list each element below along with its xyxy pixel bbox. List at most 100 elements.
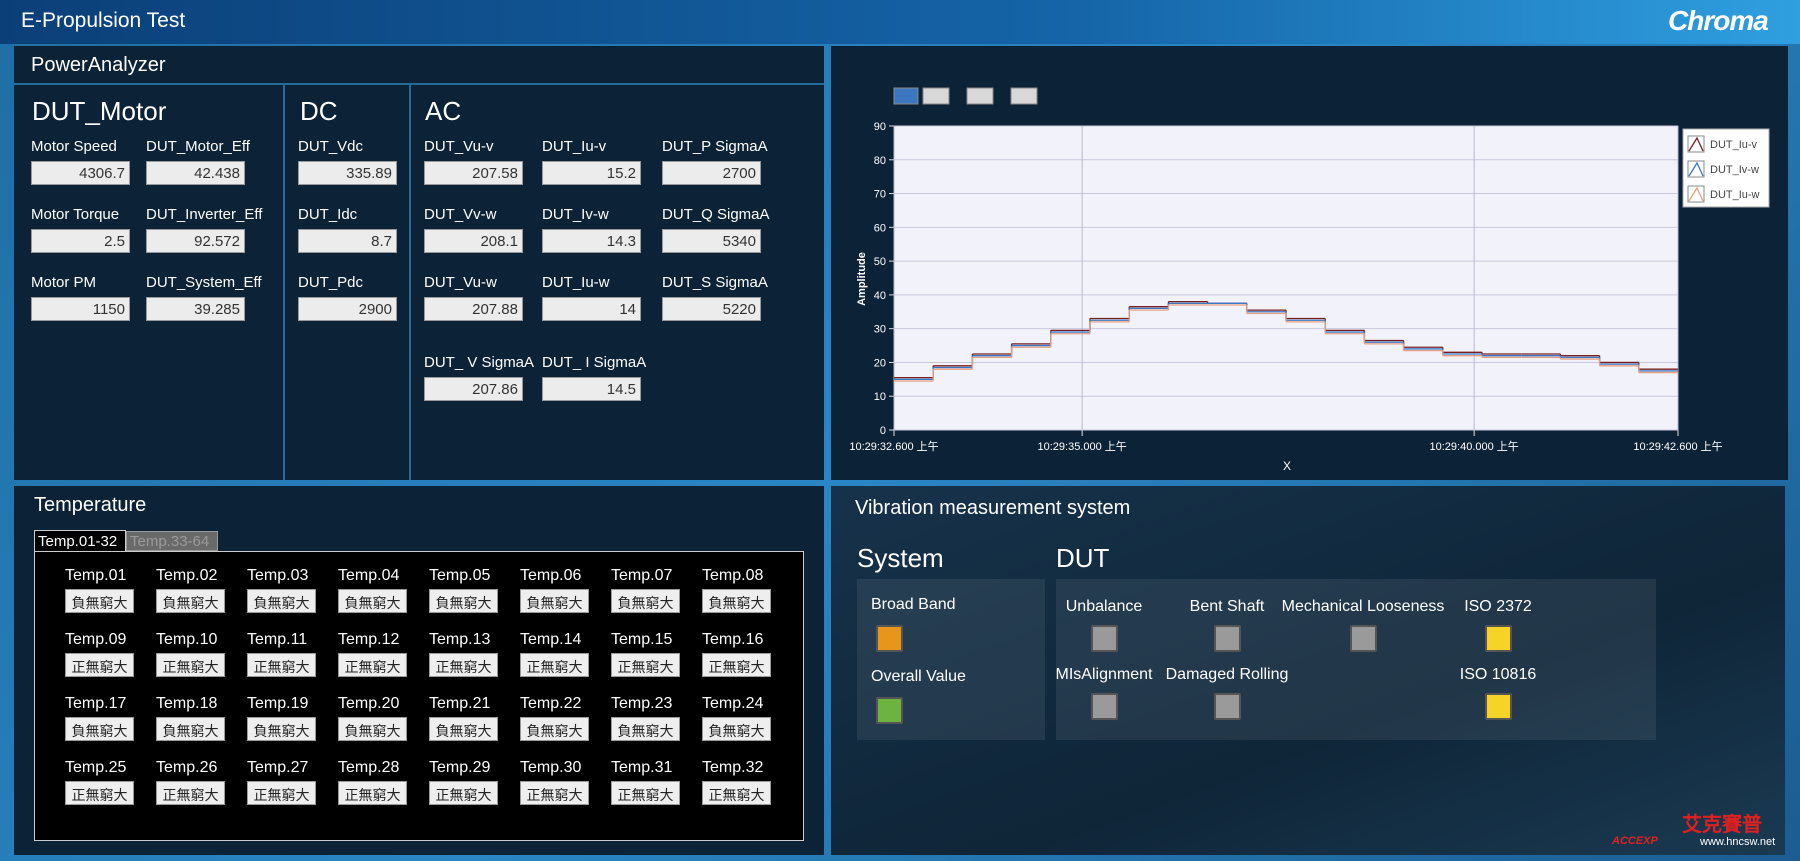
status-light: [876, 697, 903, 724]
field-label: DUT_Vv-w: [424, 206, 497, 223]
sensor-value: 負無窮大: [156, 589, 225, 613]
sensor-value: 負無窮大: [429, 717, 498, 741]
sensor-label: Temp.32: [702, 759, 764, 776]
legend-label: DUT_Iu-v: [1710, 139, 1758, 151]
sensor-label: Temp.21: [429, 695, 491, 712]
sensor-value: 負無窮大: [702, 717, 771, 741]
x-axis-title: X: [1283, 459, 1291, 473]
field-value: 14.3: [542, 229, 641, 253]
tab[interactable]: Temp.33-64: [126, 531, 218, 551]
watermark-brand: ACCEXP: [1612, 835, 1658, 847]
y-tick-label: 50: [874, 256, 886, 268]
toolbar-button[interactable]: [1010, 87, 1038, 105]
field-label: Motor Speed: [31, 138, 117, 155]
field-label: DUT_S SigmaA: [662, 274, 768, 291]
sensor-label: Temp.29: [429, 759, 491, 776]
x-tick-label: 10:29:42.600 上午: [1633, 440, 1722, 453]
y-tick-label: 0: [880, 425, 886, 437]
sensor-value: 負無窮大: [611, 717, 680, 741]
sensor-label: Temp.11: [247, 631, 308, 648]
status-label: ISO 10816: [1459, 666, 1537, 683]
status-label: ISO 2372: [1464, 598, 1532, 615]
field-label: Motor PM: [31, 274, 97, 291]
panel-title: Temperature: [34, 494, 147, 516]
sensor-value: 正無窮大: [520, 653, 589, 677]
field-label: DUT_Iv-w: [542, 206, 609, 223]
field-value: 2900: [298, 297, 397, 321]
sensor-value: 正無窮大: [429, 653, 498, 677]
field-label: Motor Torque: [31, 206, 120, 223]
sensor-value: 正無窮大: [338, 781, 407, 805]
status-label: Mechanical Looseness: [1281, 598, 1445, 615]
status-label: Unbalance: [1065, 598, 1143, 615]
y-tick-label: 10: [874, 391, 886, 403]
field-value: 208.1: [424, 229, 523, 253]
legend-swatch: [1687, 160, 1705, 178]
watermark-name: 艾克賽普: [1682, 814, 1762, 836]
sensor-value: 負無窮大: [520, 589, 589, 613]
sensor-label: Temp.23: [611, 695, 673, 712]
sensor-value: 負無窮大: [611, 589, 680, 613]
status-label: Overall Value: [871, 668, 966, 685]
field-label: DUT_P SigmaA: [662, 138, 768, 155]
y-tick-label: 30: [874, 324, 886, 336]
divider: [409, 85, 411, 480]
sensor-label: Temp.02: [156, 567, 218, 584]
sensor-label: Temp.27: [247, 759, 309, 776]
toolbar-button[interactable]: [893, 87, 919, 105]
status-light: [1091, 693, 1118, 720]
sensor-label: Temp.09: [65, 631, 127, 648]
field-value: 335.89: [298, 161, 397, 185]
group-title: DUT_Motor: [32, 96, 167, 126]
status-light: [1350, 625, 1377, 652]
field-value: 1150: [31, 297, 130, 321]
sensor-label: Temp.08: [702, 567, 764, 584]
sensor-value: 正無窮大: [611, 781, 680, 805]
sensor-value: 負無窮大: [429, 589, 498, 613]
field-label: DUT_Vdc: [298, 138, 364, 155]
sensor-value: 負無窮大: [338, 589, 407, 613]
sensor-label: Temp.25: [65, 759, 127, 776]
field-label: DUT_Vu-w: [424, 274, 497, 291]
field-value: 207.58: [424, 161, 523, 185]
status-light: [1485, 693, 1512, 720]
sensor-value: 正無窮大: [702, 653, 771, 677]
y-tick-label: 70: [874, 189, 886, 201]
sensor-label: Temp.17: [65, 695, 127, 712]
header-bar: [0, 0, 1800, 44]
panel-title: PowerAnalyzer: [31, 54, 166, 76]
sensor-value: 正無窮大: [156, 781, 225, 805]
vibration-panel: [831, 486, 1785, 855]
field-value: 2700: [662, 161, 761, 185]
sensor-label: Temp.13: [429, 631, 491, 648]
status-label: Broad Band: [871, 596, 956, 613]
group-title: DC: [300, 96, 338, 126]
sensor-label: Temp.24: [702, 695, 764, 712]
power-panel: [14, 46, 824, 480]
status-light: [1091, 625, 1118, 652]
chart: 0 10 20 30 40 50 60 70 80 90 10:29:32.600 上午 10:29:…: [849, 87, 1770, 473]
status-light: [1214, 625, 1241, 652]
y-tick-label: 90: [874, 121, 886, 133]
toolbar-button[interactable]: [922, 87, 950, 105]
field-value: 4306.7: [31, 161, 130, 185]
sensor-label: Temp.01: [65, 567, 127, 584]
field-value: 207.86: [424, 377, 523, 401]
sensor-label: Temp.28: [338, 759, 400, 776]
sensor-value: 正無窮大: [156, 653, 225, 677]
tab[interactable]: Temp.01-32: [34, 530, 126, 552]
field-label: DUT_Vu-v: [424, 138, 494, 155]
status-light: [1214, 693, 1241, 720]
sensor-label: Temp.18: [156, 695, 218, 712]
section-title: System: [857, 543, 944, 573]
sensor-value: 正無窮大: [611, 653, 680, 677]
legend-swatch: [1687, 135, 1705, 153]
toolbar-button[interactable]: [966, 87, 994, 105]
field-value: 2.5: [31, 229, 130, 253]
field-label: DUT_Q SigmaA: [662, 206, 770, 223]
sensor-value: 負無窮大: [338, 717, 407, 741]
field-label: DUT_Inverter_Eff: [146, 206, 263, 223]
field-value: 5220: [662, 297, 761, 321]
field-value: 15.2: [542, 161, 641, 185]
field-label: DUT_Motor_Eff: [146, 138, 250, 155]
